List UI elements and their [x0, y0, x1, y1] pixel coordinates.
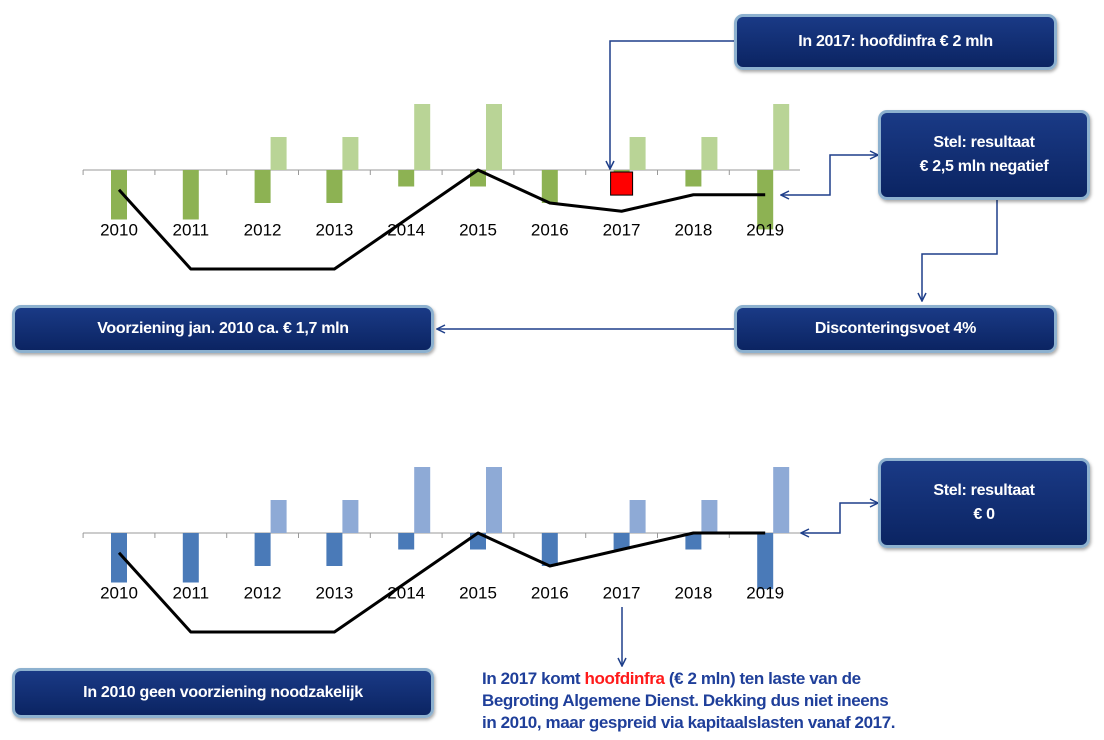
bar [326, 170, 343, 203]
bar [685, 533, 702, 550]
line [117, 168, 766, 271]
box-text: In 2010 geen voorziening noodzakelijk [83, 684, 363, 701]
note-highlight: hoofdinfra [584, 669, 665, 688]
highlight-marker [610, 171, 634, 196]
bar [486, 467, 502, 533]
note-line: In 2017 komt hoofdinfra (€ 2 mln) ten la… [482, 668, 895, 690]
x-tick-label: 2019 [746, 220, 784, 239]
x-tick-label: 2013 [315, 220, 353, 239]
bar [757, 533, 774, 590]
bar [613, 533, 630, 550]
x-tick-label: 2017 [603, 220, 641, 239]
x-tick-label: 2018 [674, 583, 712, 602]
x-tick-label: 2018 [674, 220, 712, 239]
callout-box: In 2010 geen voorziening noodzakelijk [12, 668, 434, 718]
x-tick-label: 2010 [100, 220, 138, 239]
note-text: In 2017 komt [482, 669, 581, 688]
bar [701, 137, 718, 170]
bar [342, 137, 359, 170]
callout-box: Disconteringsvoet 4% [734, 305, 1057, 353]
x-tick-label: 2011 [173, 583, 210, 602]
box-text: Disconteringsvoet 4% [814, 320, 977, 337]
charts: 2010 2011 2012 2013 2014 2015 2016 2017 2018 2019… [82, 104, 800, 634]
callout-box: Voorziening jan. 2010 ca. € 1,7 mln [12, 305, 434, 353]
bar [773, 104, 790, 170]
bar [757, 170, 774, 230]
bar [270, 137, 287, 170]
x-tick-label: 2016 [531, 583, 569, 602]
bar [182, 533, 199, 583]
bar [111, 533, 127, 583]
x-tick-label: 2015 [459, 583, 497, 602]
bar [701, 500, 718, 533]
callout-box: Stel: resultaat € 2,5 mln negatief [878, 110, 1090, 200]
x-tick-label: 2012 [244, 220, 282, 239]
box-text: Voorziening jan. 2010 ca. € 1,7 mln [97, 320, 349, 337]
bar [414, 104, 431, 170]
bar [486, 104, 502, 170]
x-tick-label: 2013 [315, 583, 353, 602]
x-tick-label: 2016 [531, 220, 569, 239]
arrow [801, 503, 878, 533]
bar [685, 170, 702, 187]
arrow [781, 155, 878, 195]
bar [629, 137, 646, 170]
x-tick-label: 2017 [603, 583, 641, 602]
x-tick-label: 2010 [100, 583, 138, 602]
note-text: (€ 2 mln) ten laste van de [668, 669, 861, 688]
bar [254, 533, 271, 566]
bar [398, 533, 415, 550]
bar [182, 170, 199, 220]
bar [773, 467, 790, 533]
x-tick-label: 2011 [173, 220, 210, 239]
arrow [610, 40, 734, 169]
box-text: € 0 [973, 506, 995, 523]
box-text: Stel: resultaat [933, 134, 1035, 151]
bar [398, 170, 415, 187]
bar [270, 500, 287, 533]
arrow [922, 200, 998, 301]
x-tick-label: 2019 [746, 583, 784, 602]
callout-box: In 2017: hoofdinfra € 2 mln [734, 14, 1057, 70]
bar [342, 500, 359, 533]
bar [254, 170, 271, 203]
x-tick-label: 2015 [459, 220, 497, 239]
box-text: € 2,5 mln negatief [919, 158, 1049, 175]
x-tick-label: 2012 [244, 583, 282, 602]
box-text: Stel: resultaat [933, 482, 1035, 499]
bar [326, 533, 343, 566]
connectors [437, 40, 998, 666]
note: In 2017 komt hoofdinfra (€ 2 mln) ten la… [482, 668, 895, 734]
bar [629, 500, 646, 533]
line [117, 531, 766, 634]
bar [541, 170, 558, 203]
note-line: Begroting Algemene Dienst. Dekking dus n… [482, 691, 889, 710]
callout-box: Stel: resultaat € 0 [878, 458, 1090, 548]
bar [541, 533, 558, 566]
bar [111, 170, 127, 220]
bar [414, 467, 431, 533]
note-line: in 2010, maar gespreid via kapitaalslast… [482, 713, 896, 732]
box-text: In 2017: hoofdinfra € 2 mln [798, 33, 993, 50]
